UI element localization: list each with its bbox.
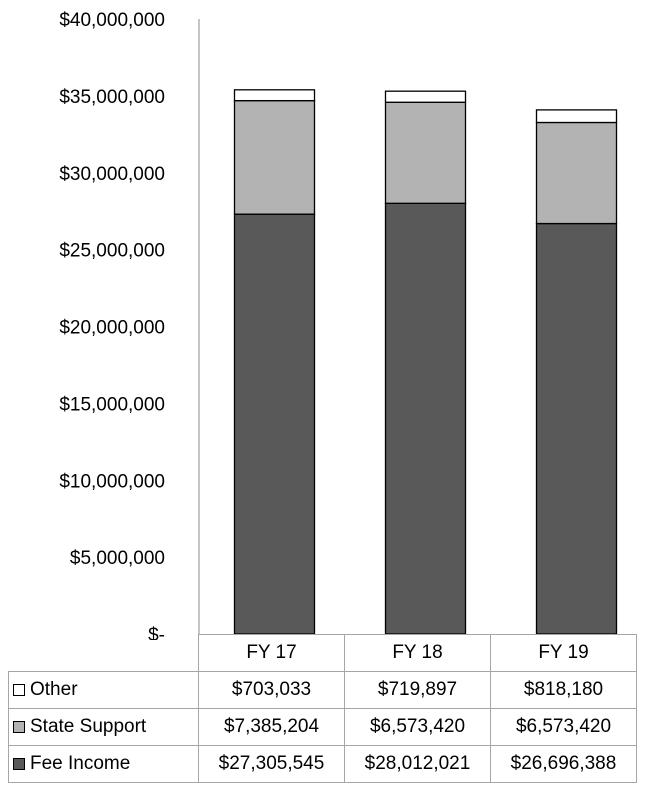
bar-state-support-fy-19 <box>535 121 618 225</box>
y-axis-tick-labels: $-$5,000,000$10,000,000$15,000,000$20,00… <box>59 10 165 640</box>
data-table-header-row: FY 17 FY 18 FY 19 <box>8 634 637 672</box>
y-tick-label: $15,000,000 <box>59 394 165 415</box>
data-label-state-support-fy18: $6,573,420 <box>344 708 491 746</box>
data-label-other-fy17: $703,033 <box>198 671 345 709</box>
stacked-bar-chart: $-$5,000,000$10,000,000$15,000,000$20,00… <box>59 10 618 640</box>
y-tick-label: $5,000,000 <box>70 548 165 569</box>
bar-state-support-fy-18 <box>384 101 467 204</box>
data-table-row-other: Other $703,033 $719,897 $818,180 <box>8 671 637 709</box>
y-tick-label: $25,000,000 <box>59 241 165 262</box>
category-label-fy19: FY 19 <box>490 634 637 672</box>
bar-fee-income-fy-18 <box>384 202 467 635</box>
data-table-row-state-support: State Support $7,385,204 $6,573,420 $6,5… <box>8 708 637 746</box>
y-tick-label: $20,000,000 <box>59 318 165 339</box>
data-label-state-support-fy19: $6,573,420 <box>490 708 637 746</box>
data-label-state-support-fy17: $7,385,204 <box>198 708 345 746</box>
legend-swatch-other <box>13 684 25 696</box>
data-label-fee-income-fy19: $26,696,388 <box>490 745 637 783</box>
category-label-fy17: FY 17 <box>198 634 345 672</box>
legend-entry-other: Other <box>8 671 199 709</box>
bar-other-fy-18 <box>384 90 467 103</box>
bar-other-fy-17 <box>233 89 316 102</box>
y-tick-label: $40,000,000 <box>59 10 165 31</box>
legend-label-state-support: State Support <box>30 716 147 737</box>
category-label-fy18: FY 18 <box>344 634 491 672</box>
legend-entry-fee-income: Fee Income <box>8 745 199 783</box>
data-label-other-fy19: $818,180 <box>490 671 637 709</box>
data-label-fee-income-fy17: $27,305,545 <box>198 745 345 783</box>
data-table-corner <box>8 634 199 672</box>
legend-label-fee-income: Fee Income <box>30 753 131 774</box>
y-tick-label: $10,000,000 <box>59 471 165 492</box>
bar-state-support-fy-17 <box>233 99 316 215</box>
y-tick-label: $35,000,000 <box>59 87 165 108</box>
y-tick-label: $30,000,000 <box>59 164 165 185</box>
data-label-other-fy18: $719,897 <box>344 671 491 709</box>
legend-label-other: Other <box>30 679 78 700</box>
data-table-row-fee-income: Fee Income $27,305,545 $28,012,021 $26,6… <box>8 745 637 783</box>
data-table: FY 17 FY 18 FY 19 Other $703,033 $719,89… <box>8 634 637 783</box>
bar-fee-income-fy-19 <box>535 222 618 635</box>
legend-swatch-state-support <box>13 721 25 733</box>
bar-other-fy-19 <box>535 109 618 124</box>
legend-swatch-fee-income <box>13 758 25 770</box>
bar-stacks <box>233 89 618 635</box>
data-label-fee-income-fy18: $28,012,021 <box>344 745 491 783</box>
bar-fee-income-fy-17 <box>233 213 316 635</box>
legend-entry-state-support: State Support <box>8 708 199 746</box>
